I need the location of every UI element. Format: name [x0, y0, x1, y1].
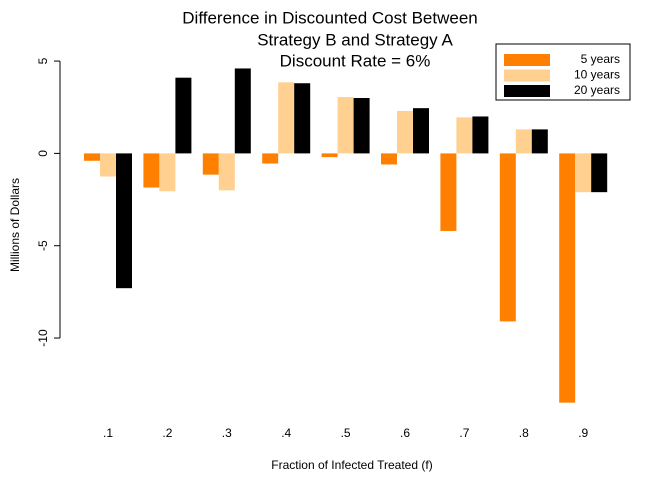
- bar: [278, 82, 295, 154]
- x-tick-label: .3: [222, 426, 232, 440]
- legend-swatch: [504, 54, 550, 66]
- bar: [531, 129, 548, 154]
- y-tick-label: -5: [36, 240, 50, 251]
- bar: [294, 83, 311, 154]
- x-tick-label: .2: [162, 426, 172, 440]
- bar: [591, 153, 608, 193]
- bar: [202, 153, 219, 175]
- bar: [381, 153, 397, 165]
- x-tick-label: .4: [281, 426, 291, 440]
- bar: [472, 116, 489, 154]
- bar: [234, 68, 251, 154]
- chart-title: Strategy B and Strategy A: [257, 30, 453, 49]
- chart-title: Discount Rate = 6%: [280, 51, 431, 70]
- bar: [440, 153, 457, 231]
- x-tick-label: .6: [400, 426, 410, 440]
- bar: [159, 153, 176, 192]
- bar: [456, 117, 473, 154]
- bar: [515, 129, 532, 154]
- bar: [262, 153, 279, 164]
- legend-label: 5 years: [581, 52, 620, 66]
- y-tick-label: -10: [36, 329, 50, 347]
- x-tick-label: .8: [519, 426, 529, 440]
- legend-swatch: [504, 69, 550, 82]
- x-tick-label: .9: [578, 426, 588, 440]
- chart-title: Difference in Discounted Cost Between: [182, 8, 477, 27]
- legend-label: 20 years: [574, 83, 620, 97]
- x-tick-label: .1: [103, 426, 113, 440]
- bar: [218, 153, 235, 191]
- bar: [321, 153, 338, 158]
- bar: [175, 77, 192, 154]
- y-tick-label: 5: [36, 57, 50, 64]
- x-tick-label: .5: [341, 426, 351, 440]
- bar: [353, 98, 370, 154]
- bar: [397, 110, 413, 154]
- x-axis-label: Fraction of Infected Treated (f): [271, 458, 432, 472]
- bar: [84, 153, 100, 161]
- y-tick-label: 0: [36, 150, 50, 157]
- y-axis-label: Millions of Dollars: [8, 178, 22, 272]
- legend-swatch: [504, 85, 550, 97]
- bar: [499, 153, 516, 322]
- bar: [413, 108, 429, 154]
- bar: [116, 153, 132, 289]
- bar: [337, 97, 354, 154]
- bar: [143, 153, 160, 188]
- bar: [100, 153, 116, 177]
- bar: [575, 153, 592, 193]
- legend-label: 10 years: [574, 68, 620, 82]
- bar: [559, 153, 576, 403]
- x-tick-label: .7: [459, 426, 469, 440]
